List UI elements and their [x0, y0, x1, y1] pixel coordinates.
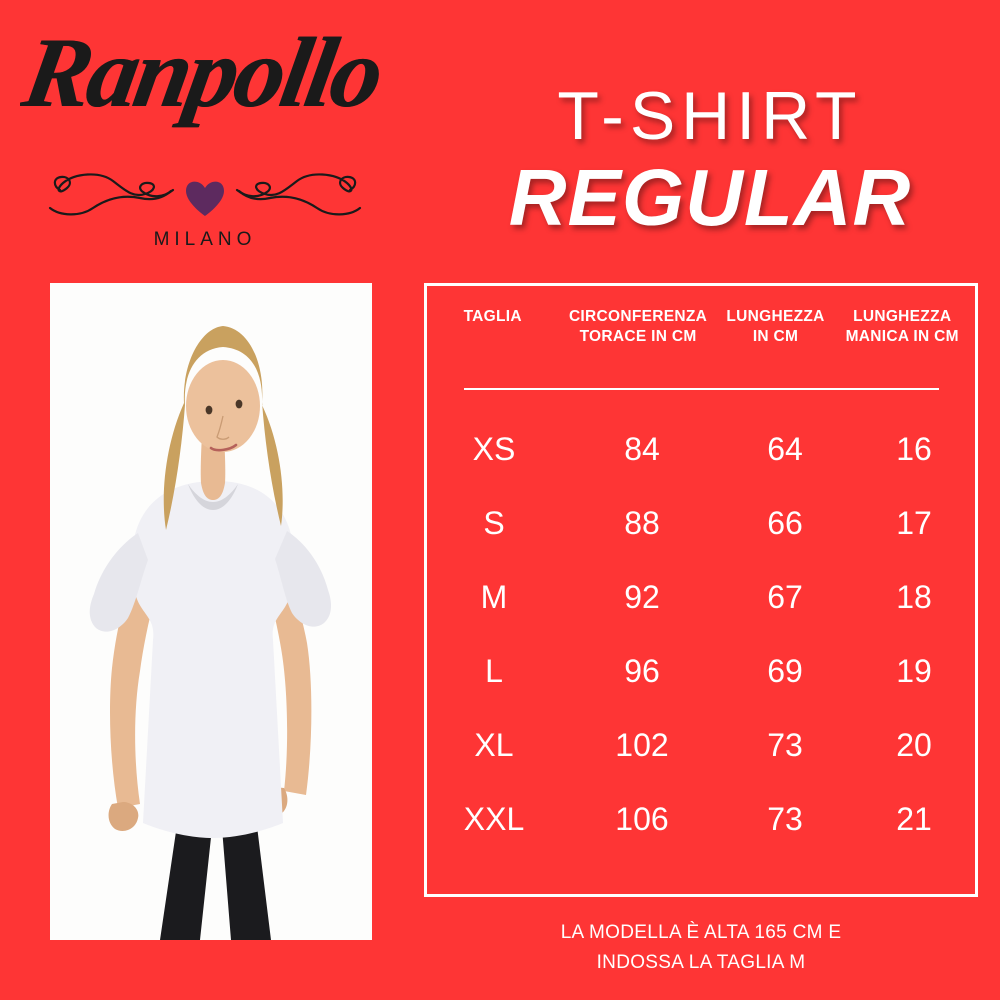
svg-text:Ranpollo: Ranpollo [20, 17, 380, 128]
